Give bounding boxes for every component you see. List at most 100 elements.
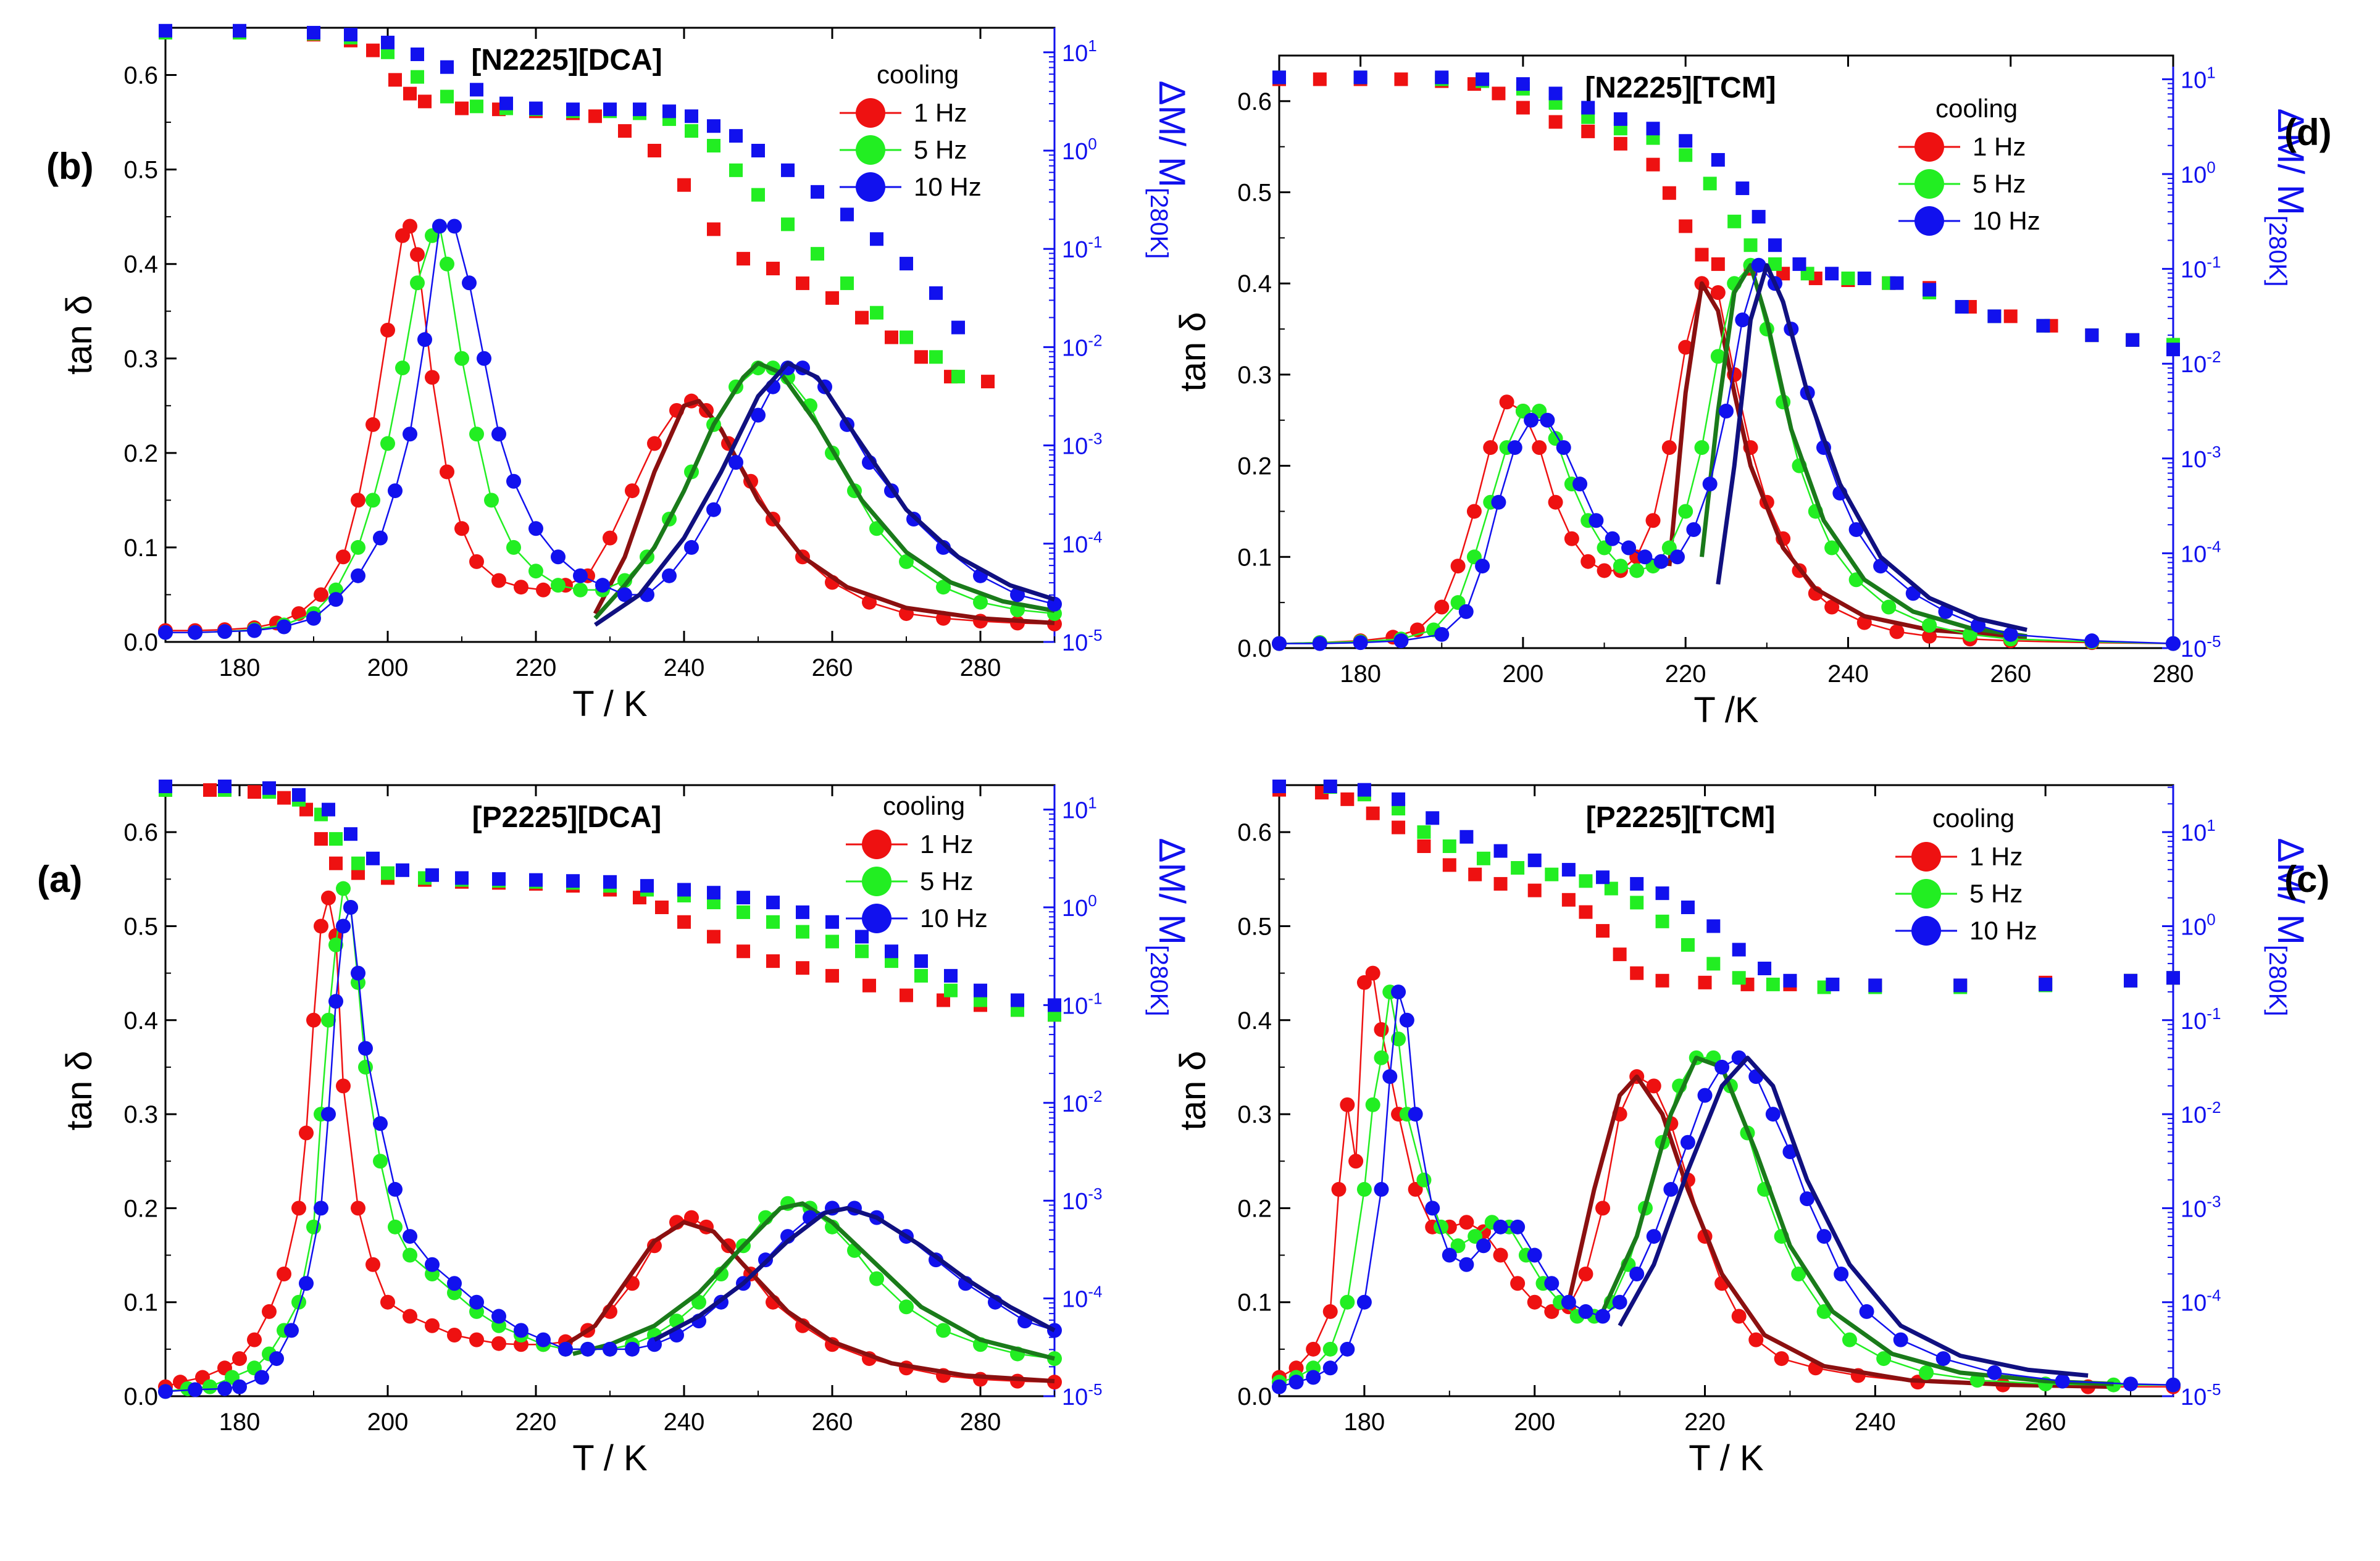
tan-delta-point-1Hz: [647, 436, 662, 451]
tan-delta-point-5Hz: [1922, 618, 1937, 633]
dm-square-1Hz: [618, 124, 632, 138]
y-tick-label: 0.3: [123, 1101, 158, 1128]
x-tick-label: 180: [219, 1409, 261, 1436]
x-axis-label: T / K: [572, 684, 648, 724]
tan-delta-point-1Hz: [1306, 1341, 1321, 1357]
dm-square-1Hz: [1679, 219, 1693, 233]
tan-delta-point-10Hz: [1848, 522, 1864, 537]
legend-label: 5 Hz: [914, 135, 967, 164]
dm-square-10Hz: [1357, 783, 1371, 797]
y-tick-label: 0.6: [1237, 819, 1272, 846]
y-tick-label: 0.4: [123, 251, 158, 278]
dm-square-10Hz: [1548, 86, 1563, 101]
dm-square-1Hz: [1596, 924, 1610, 938]
legend-title: cooling: [877, 60, 959, 89]
tan-delta-point-10Hz: [306, 610, 321, 626]
dm-square-1Hz: [862, 978, 876, 993]
fit-curve-10Hz: [594, 360, 1056, 627]
dm-square-10Hz: [855, 930, 869, 944]
dm-square-10Hz: [455, 871, 469, 885]
legend-title: cooling: [883, 791, 965, 820]
tan-delta-point-5Hz: [365, 493, 380, 508]
tan-delta-point-1Hz: [1661, 440, 1677, 456]
tan-delta-line-5Hz: [165, 224, 1055, 633]
y-tick-label: 0.0: [1237, 1383, 1272, 1410]
tan-delta-line-1Hz: [1279, 971, 2173, 1388]
dm-square-1Hz: [1662, 186, 1676, 200]
tan-delta-point-10Hz: [1556, 440, 1571, 456]
x-axis-label: T / K: [1689, 1438, 1764, 1478]
tan-delta-point-1Hz: [536, 582, 551, 597]
legend-marker: [1914, 206, 1944, 236]
dm-square-1Hz: [1468, 867, 1482, 881]
tan-delta-point-10Hz: [1442, 1247, 1457, 1263]
tan-delta-point-1Hz: [447, 1328, 462, 1342]
dm-square-10Hz: [677, 883, 691, 897]
dm-square-10Hz: [662, 104, 676, 119]
tan-delta-point-10Hz: [603, 1341, 617, 1357]
tan-delta-point-1Hz: [232, 1351, 247, 1367]
dm-square-5Hz: [1732, 971, 1746, 985]
tan-delta-point-5Hz: [440, 256, 454, 272]
tan-delta-point-10Hz: [1834, 1267, 1849, 1281]
x-tick-label: 260: [812, 1409, 853, 1436]
dm-square-1Hz: [1313, 72, 1327, 86]
dm-square-10Hz: [566, 874, 580, 888]
tan-delta-point-1Hz: [1459, 1215, 1474, 1230]
tan-delta-point-1Hz: [403, 1309, 417, 1324]
dm-square-10Hz: [685, 109, 698, 123]
tan-delta-point-5Hz: [454, 351, 469, 366]
tan-delta-point-10Hz: [1272, 636, 1287, 651]
tan-delta-point-10Hz: [1340, 1341, 1355, 1357]
tan-delta-point-10Hz: [1605, 531, 1620, 546]
dm-square-10Hz: [1706, 919, 1721, 933]
tan-delta-point-10Hz: [491, 1309, 506, 1324]
y-tick-label: 0.2: [123, 1195, 158, 1222]
dm-square-5Hz: [751, 188, 765, 202]
tan-delta-point-10Hz: [2166, 636, 2181, 651]
y-tick-label: 0.4: [1237, 270, 1272, 298]
y2-tick-label: 10-2: [1062, 331, 1102, 361]
tan-delta-point-1Hz: [1499, 394, 1514, 410]
tan-delta-point-10Hz: [1391, 984, 1406, 1000]
tan-delta-point-1Hz: [314, 918, 328, 934]
tan-delta-point-5Hz: [1340, 1294, 1355, 1310]
tan-delta-point-10Hz: [625, 1341, 640, 1357]
dm-square-10Hz: [766, 896, 780, 910]
tan-delta-point-10Hz: [1306, 1370, 1321, 1385]
tan-delta-point-10Hz: [1578, 1304, 1593, 1319]
tan-delta-point-1Hz: [1678, 339, 1693, 355]
dm-square-1Hz: [855, 310, 869, 325]
tan-delta-point-10Hz: [373, 1116, 388, 1131]
dm-square-1Hz: [737, 944, 750, 959]
dm-square-10Hz: [840, 207, 854, 222]
tan-delta-point-1Hz: [247, 1332, 262, 1347]
tan-delta-line-1Hz: [165, 224, 1055, 631]
tan-delta-point-1Hz: [1580, 554, 1596, 569]
legend-label: 5 Hz: [1973, 169, 2026, 198]
dm-square-1Hz: [796, 961, 809, 975]
dm-square-10Hz: [381, 35, 395, 49]
dm-square-5Hz: [1706, 957, 1721, 971]
dm-square-5Hz: [1579, 874, 1593, 888]
tan-delta-point-1Hz: [1331, 1181, 1347, 1197]
tan-delta-point-10Hz: [321, 1107, 336, 1122]
dm-square-5Hz: [729, 163, 743, 177]
dm-square-5Hz: [1417, 825, 1431, 839]
tan-delta-point-5Hz: [506, 539, 521, 555]
dm-square-10Hz: [1953, 978, 1968, 993]
dm-square-1Hz: [1442, 858, 1456, 872]
tan-delta-point-1Hz: [1889, 624, 1905, 639]
dm-square-5Hz: [1727, 214, 1742, 228]
tan-delta-point-5Hz: [899, 1299, 914, 1315]
tan-delta-point-10Hz: [1491, 494, 1506, 510]
dm-square-1Hz: [1655, 973, 1669, 988]
tan-delta-point-10Hz: [188, 625, 203, 640]
tan-delta-point-10Hz: [1621, 540, 1637, 556]
tan-delta-point-1Hz: [410, 247, 425, 262]
dm-square-5Hz: [840, 276, 854, 290]
dm-square-10Hz: [929, 286, 943, 300]
dm-square-1Hz: [677, 915, 691, 929]
y2-tick-label: 10-1: [1062, 233, 1102, 263]
